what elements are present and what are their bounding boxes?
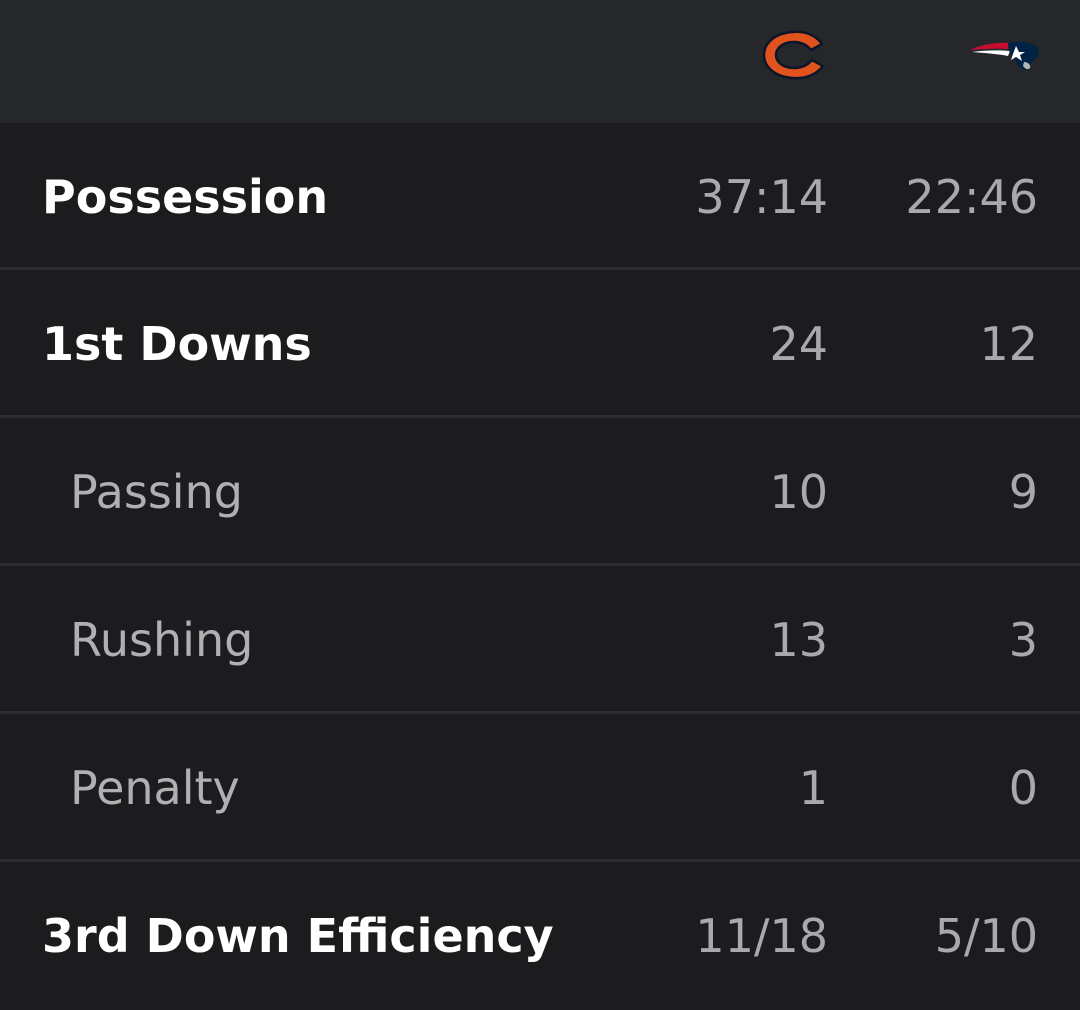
stat-row-first-downs: 1st Downs 24 12	[0, 270, 1080, 418]
stat-row-third-down-efficiency: 3rd Down Efficiency 11/18 5/10	[0, 862, 1080, 1010]
home-value: 37:14	[695, 170, 828, 224]
stat-label: Rushing	[70, 613, 254, 667]
stat-label: Passing	[70, 465, 243, 519]
stat-label: 3rd Down Efficiency	[42, 909, 554, 963]
stat-row-passing: Passing 10 9	[0, 418, 1080, 566]
away-value: 5/10	[934, 909, 1038, 963]
stat-label: Penalty	[70, 761, 240, 815]
home-value: 13	[769, 613, 828, 667]
team-stats-table: Possession 37:14 22:46 1st Downs 24 12 P…	[0, 123, 1080, 1010]
home-value: 11/18	[695, 909, 828, 963]
stats-header	[0, 0, 1080, 123]
bears-logo-icon[interactable]	[760, 30, 830, 80]
stat-label: 1st Downs	[42, 317, 312, 371]
stat-row-rushing: Rushing 13 3	[0, 566, 1080, 714]
stat-row-possession: Possession 37:14 22:46	[0, 123, 1080, 270]
stat-label: Possession	[42, 170, 329, 224]
patriots-logo-icon[interactable]	[968, 36, 1042, 76]
home-value: 10	[769, 465, 828, 519]
home-value: 1	[798, 761, 828, 815]
away-value: 22:46	[905, 170, 1038, 224]
away-value: 12	[979, 317, 1038, 371]
home-value: 24	[769, 317, 828, 371]
away-value: 0	[1008, 761, 1038, 815]
stat-row-penalty: Penalty 1 0	[0, 714, 1080, 862]
away-value: 9	[1008, 465, 1038, 519]
away-value: 3	[1008, 613, 1038, 667]
